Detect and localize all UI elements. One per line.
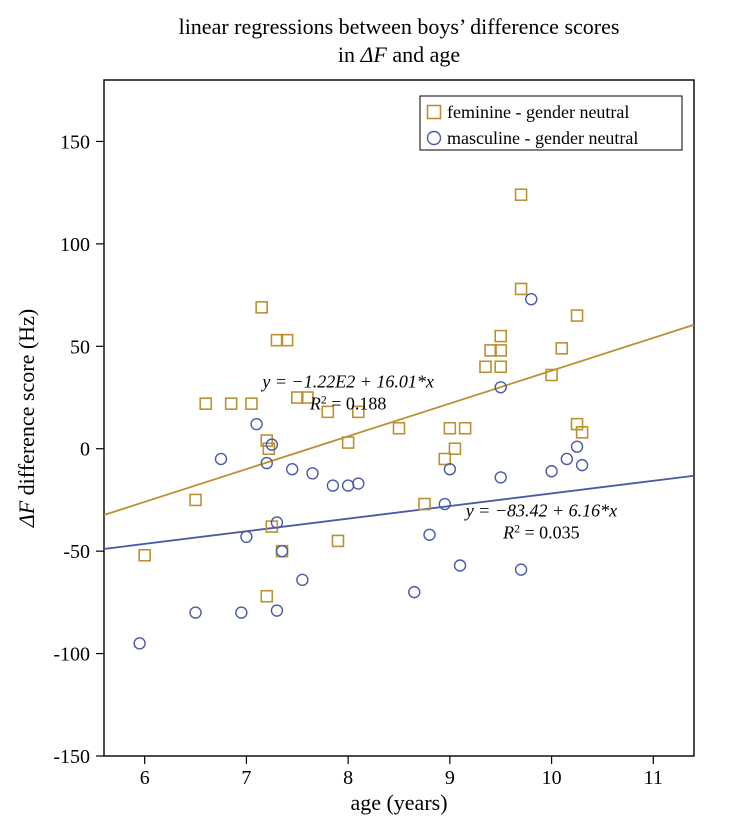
x-tick-label: 7 <box>241 767 251 789</box>
y-tick-label: -50 <box>63 541 90 563</box>
chart-svg: linear regressions between boys’ differe… <box>0 0 736 822</box>
regression-r2: R2 = 0.035 <box>502 522 580 542</box>
x-tick-label: 6 <box>140 767 150 789</box>
y-tick-label: 100 <box>60 234 90 256</box>
chart-title-line2: in ΔF and age <box>338 42 460 67</box>
x-axis-label: age (years) <box>350 790 447 815</box>
chart-title-line1: linear regressions between boys’ differe… <box>179 14 620 39</box>
x-tick-label: 9 <box>445 767 455 789</box>
legend-label: feminine - gender neutral <box>447 102 629 122</box>
x-tick-label: 11 <box>644 767 663 789</box>
y-tick-label: 0 <box>80 439 90 461</box>
legend-label: masculine - gender neutral <box>447 128 638 148</box>
x-tick-label: 10 <box>542 767 562 789</box>
svg-text:ΔF difference score (Hz): ΔF difference score (Hz) <box>14 309 39 528</box>
regression-equation: y = −83.42 + 6.16*x <box>464 500 617 520</box>
regression-r2: R2 = 0.188 <box>309 393 387 413</box>
y-tick-label: 150 <box>60 131 90 153</box>
y-tick-label: -150 <box>53 746 90 768</box>
y-tick-label: -100 <box>53 644 90 666</box>
x-tick-label: 8 <box>343 767 353 789</box>
regression-equation: y = −1.22E2 + 16.01*x <box>260 371 433 391</box>
y-tick-label: 50 <box>70 336 90 358</box>
y-axis-label: ΔF difference score (Hz) <box>14 309 39 528</box>
